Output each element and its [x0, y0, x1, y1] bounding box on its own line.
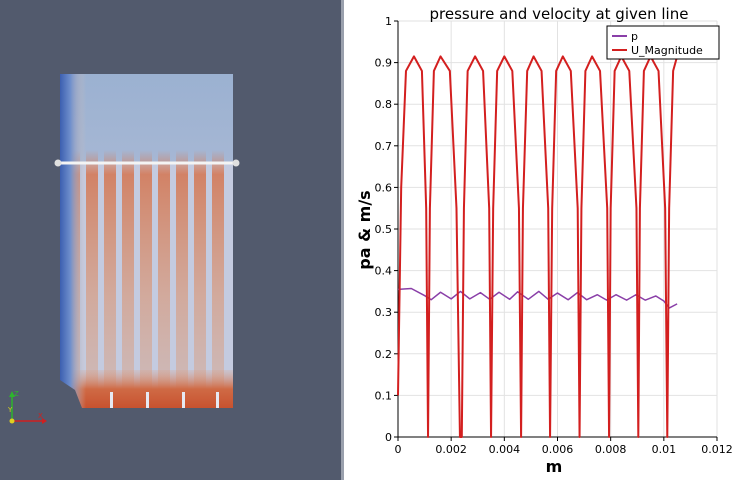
- x-tick-label: 0.01: [652, 443, 677, 456]
- axis-y-label: Y: [7, 406, 13, 414]
- legend-label-u-magnitude: U_Magnitude: [631, 44, 703, 57]
- x-axis-title: m: [546, 457, 563, 476]
- x-tick-labels: 0 0.002 0.004 0.006 0.008 0.01 0.012: [395, 443, 733, 456]
- y-tick-label: 0.3: [375, 306, 393, 319]
- view-splitter[interactable]: [341, 0, 344, 480]
- y-tick-label: 0.1: [375, 389, 393, 402]
- y-tick-label: 1: [385, 15, 392, 28]
- render-view-canvas[interactable]: Z Y X: [0, 0, 341, 480]
- y-tick-label: 0.6: [375, 181, 393, 194]
- y-tick-label: 0.7: [375, 140, 393, 153]
- x-tick-label: 0.008: [595, 443, 627, 456]
- axis-x-label: X: [38, 412, 43, 420]
- y-axis-title: pa & m/s: [355, 190, 374, 269]
- y-tick-label: 0: [385, 431, 392, 444]
- line-probe-widget[interactable]: [54, 159, 240, 167]
- y-tick-label: 0.9: [375, 57, 393, 70]
- x-tick-label: 0: [395, 443, 402, 456]
- x-tick-label: 0.006: [542, 443, 574, 456]
- render-view[interactable]: Z Y X: [0, 0, 341, 480]
- line-chart-view[interactable]: 0 0.1 0.2 0.3 0.4 0.5 0.6 0.7 0.8 0.9 1 0 0.002 0.00…: [344, 0, 744, 480]
- x-tick-label: 0.004: [489, 443, 521, 456]
- series-line-p: [397, 287, 678, 309]
- domain-geometry[interactable]: [60, 74, 233, 408]
- y-tick-label: 0.4: [375, 265, 393, 278]
- orientation-axes-icon: Z Y X: [7, 390, 47, 424]
- chart-title: pressure and velocity at given line: [430, 5, 689, 23]
- y-tick-label: 0.5: [375, 223, 393, 236]
- y-tick-label: 0.8: [375, 98, 393, 111]
- chart-legend[interactable]: p U_Magnitude: [606, 25, 720, 60]
- y-tick-labels: 0 0.1 0.2 0.3 0.4 0.5 0.6 0.7 0.8 0.9 1: [375, 15, 393, 444]
- legend-label-p: p: [631, 30, 638, 43]
- line-chart: 0 0.1 0.2 0.3 0.4 0.5 0.6 0.7 0.8 0.9 1 0 0.002 0.00…: [355, 5, 733, 476]
- axis-z-label: Z: [14, 390, 19, 398]
- y-tick-label: 0.2: [375, 348, 393, 361]
- x-tick-label: 0.002: [435, 443, 467, 456]
- chart-series: [397, 55, 679, 438]
- series-line-u-magnitude: [397, 55, 679, 438]
- x-tick-label: 0.012: [701, 443, 733, 456]
